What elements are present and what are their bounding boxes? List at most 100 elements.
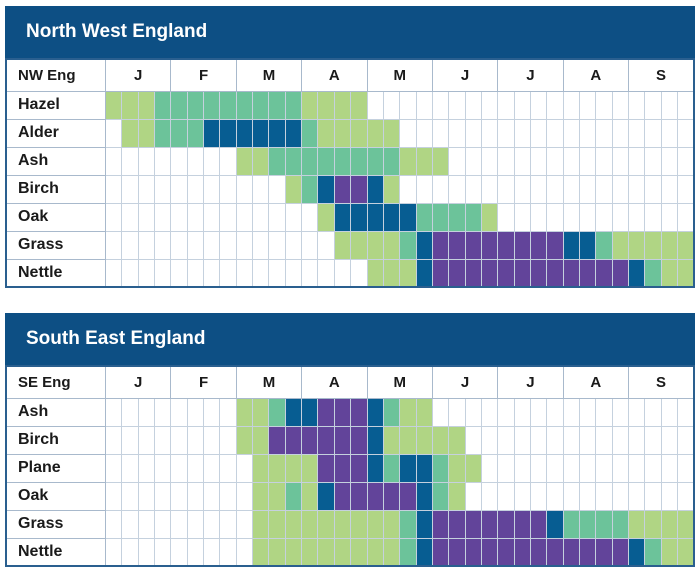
- pollen-level-cell: [235, 258, 254, 288]
- pollen-level-cell: [595, 425, 613, 455]
- pollen-level-cell: [301, 230, 319, 260]
- pollen-level-cell: [170, 537, 188, 567]
- pollen-level-cell: [480, 90, 499, 120]
- pollen-level-cell: [677, 537, 695, 567]
- month-label: M: [235, 58, 303, 92]
- plant-label: Oak: [5, 481, 106, 511]
- pollen-level-cell: [562, 509, 580, 539]
- pollen-level-cell: [464, 230, 482, 260]
- south-east-chart-panel: South East England SE Eng J F M A M J J A S Ash Bir…: [5, 313, 695, 567]
- pollen-level-cell: [104, 174, 123, 204]
- pollen-level-cell: [366, 509, 384, 539]
- pollen-level-cell: [170, 258, 188, 288]
- pollen-level-cell: [611, 202, 630, 232]
- pollen-level-cell: [448, 230, 466, 260]
- pollen-calendar-grid: SE Eng J F M A M J J A S Ash Birch Plane Oak Grass Nett…: [5, 365, 695, 567]
- pollen-level-cell: [186, 425, 205, 455]
- pollen-level-cell: [219, 90, 237, 120]
- pollen-level-cell: [415, 118, 433, 148]
- pollen-level-cell: [219, 537, 237, 567]
- pollen-level-cell: [562, 174, 580, 204]
- pollen-level-cell: [513, 481, 531, 511]
- pollen-level-cell: [301, 174, 319, 204]
- pollen-level-cell: [677, 425, 695, 455]
- pollen-level-cell: [448, 509, 466, 539]
- pollen-level-cell: [529, 202, 548, 232]
- pollen-level-cell: [546, 397, 564, 427]
- pollen-level-cell: [170, 230, 188, 260]
- pollen-level-cell: [611, 230, 630, 260]
- pollen-level-cell: [104, 230, 123, 260]
- pollen-level-cell: [513, 146, 531, 176]
- pollen-level-cell: [154, 202, 172, 232]
- pollen-level-cell: [497, 397, 515, 427]
- pollen-level-cell: [219, 509, 237, 539]
- pollen-level-cell: [382, 118, 401, 148]
- pollen-level-cell: [529, 90, 548, 120]
- pollen-level-cell: [529, 537, 548, 567]
- pollen-level-cell: [448, 146, 466, 176]
- pollen-level-cell: [464, 146, 482, 176]
- pollen-level-cell: [366, 230, 384, 260]
- pollen-level-cell: [382, 174, 401, 204]
- pollen-level-cell: [546, 174, 564, 204]
- pollen-level-cell: [480, 174, 499, 204]
- pollen-level-cell: [333, 537, 352, 567]
- pollen-level-cell: [252, 258, 270, 288]
- pollen-level-cell: [104, 537, 123, 567]
- pollen-level-cell: [660, 90, 679, 120]
- pollen-level-cell: [170, 425, 188, 455]
- pollen-level-cell: [235, 425, 254, 455]
- pollen-level-cell: [480, 509, 499, 539]
- pollen-level-cell: [203, 258, 221, 288]
- month-label: M: [235, 365, 303, 399]
- pollen-level-cell: [480, 230, 499, 260]
- pollen-level-cell: [611, 118, 630, 148]
- pollen-level-cell: [448, 90, 466, 120]
- pollen-level-cell: [268, 230, 286, 260]
- pollen-level-cell: [235, 174, 254, 204]
- pollen-level-cell: [268, 118, 286, 148]
- pollen-level-cell: [513, 174, 531, 204]
- pollen-level-cell: [513, 90, 531, 120]
- pollen-level-cell: [595, 90, 613, 120]
- pollen-level-cell: [578, 397, 597, 427]
- pollen-row: Oak: [5, 202, 695, 232]
- pollen-level-cell: [137, 509, 156, 539]
- pollen-level-cell: [203, 481, 221, 511]
- pollen-level-cell: [235, 537, 254, 567]
- pollen-level-cell: [660, 425, 679, 455]
- pollen-level-cell: [170, 146, 188, 176]
- pollen-level-cell: [562, 90, 580, 120]
- pollen-level-cell: [382, 146, 401, 176]
- pollen-level-cell: [235, 146, 254, 176]
- pollen-row: Ash: [5, 146, 695, 176]
- pollen-level-cell: [104, 397, 123, 427]
- pollen-level-cell: [137, 425, 156, 455]
- pollen-level-cell: [578, 118, 597, 148]
- month-label: J: [431, 58, 499, 92]
- pollen-level-cell: [333, 397, 352, 427]
- pollen-level-cell: [137, 146, 156, 176]
- pollen-level-cell: [415, 90, 433, 120]
- pollen-level-cell: [578, 174, 597, 204]
- pollen-level-cell: [578, 537, 597, 567]
- pollen-level-cell: [317, 537, 335, 567]
- pollen-level-cell: [301, 537, 319, 567]
- plant-label: Plane: [5, 453, 106, 483]
- pollen-level-cell: [350, 481, 368, 511]
- pollen-level-cell: [595, 481, 613, 511]
- pollen-level-cell: [121, 146, 139, 176]
- pollen-level-cell: [333, 509, 352, 539]
- pollen-level-cell: [513, 537, 531, 567]
- pollen-level-cell: [317, 230, 335, 260]
- pollen-level-cell: [578, 230, 597, 260]
- pollen-level-cell: [252, 481, 270, 511]
- pollen-level-cell: [317, 90, 335, 120]
- pollen-level-cell: [513, 258, 531, 288]
- pollen-level-cell: [252, 509, 270, 539]
- pollen-level-cell: [595, 174, 613, 204]
- pollen-level-cell: [627, 397, 646, 427]
- pollen-level-cell: [104, 258, 123, 288]
- pollen-level-cell: [219, 230, 237, 260]
